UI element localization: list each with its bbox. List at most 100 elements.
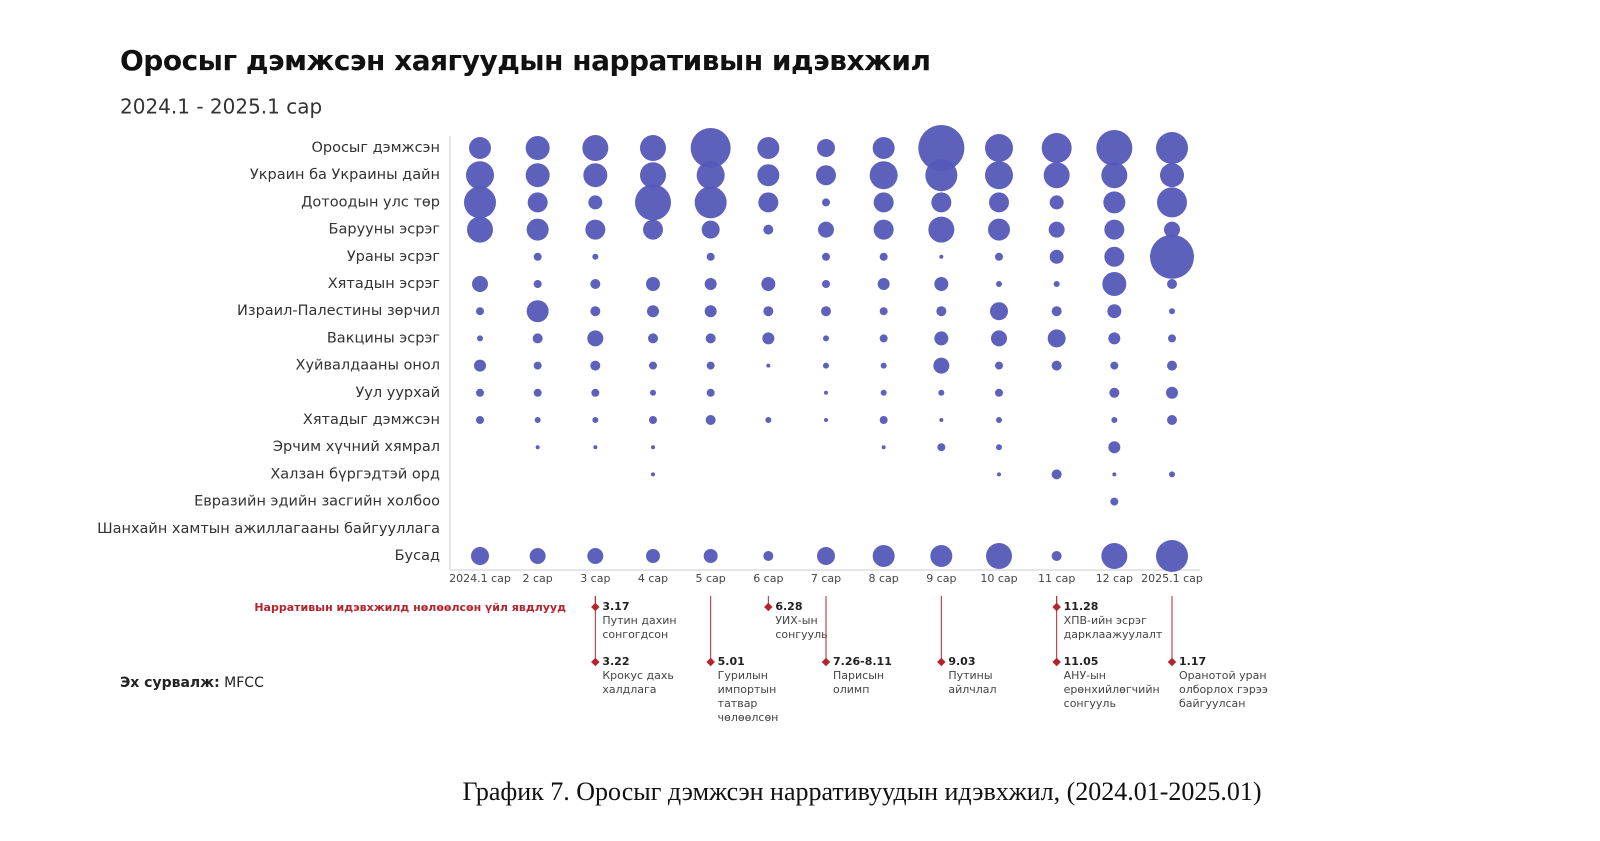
bubble	[1167, 360, 1177, 371]
bubble	[925, 159, 958, 192]
bubble	[585, 219, 606, 240]
event-text: ерөнхийлөгчийн	[1064, 683, 1160, 696]
bubble	[640, 135, 666, 161]
bubble	[526, 218, 549, 241]
bubble	[590, 306, 601, 317]
bubble	[469, 137, 491, 159]
row-label: Ураны эсрэг	[347, 249, 440, 265]
bubble	[1101, 162, 1128, 189]
bubble	[706, 388, 715, 397]
bubble	[873, 219, 894, 240]
bubble	[587, 548, 604, 564]
bubble	[651, 445, 655, 450]
bubble	[650, 389, 656, 396]
bubble	[823, 335, 829, 342]
event-text: Крокус дахь	[602, 669, 674, 682]
bubble	[873, 192, 894, 213]
bubble	[1164, 221, 1180, 238]
bubble	[590, 279, 601, 289]
bubble	[534, 417, 541, 423]
bubble	[1104, 246, 1125, 267]
bubble	[476, 307, 484, 316]
bubble	[936, 306, 947, 317]
events-heading: Нарративын идэвхжилд нөлөөлсөн үйл явдлу…	[254, 601, 566, 614]
bubble	[592, 417, 599, 423]
bubble	[877, 278, 890, 290]
event-marker	[937, 657, 946, 667]
x-tick-label: 2025.1 сар	[1141, 572, 1203, 585]
bubble	[705, 415, 716, 425]
bubble	[466, 161, 494, 190]
bubble	[1101, 543, 1128, 569]
bubble	[467, 216, 493, 243]
event-text: Оранотой уран	[1179, 669, 1267, 682]
bubble	[1156, 132, 1188, 164]
bubble	[1103, 191, 1126, 214]
bubble	[635, 184, 671, 221]
bubble	[525, 163, 550, 188]
row-label: Хятадын эсрэг	[328, 276, 440, 292]
row-label: Оросыг дэмжсэн	[311, 140, 440, 156]
bubble	[879, 307, 888, 316]
bubble	[757, 164, 780, 187]
bubble	[996, 417, 1002, 423]
bubble	[1041, 133, 1072, 163]
bubble	[696, 161, 725, 190]
bubble	[990, 302, 1008, 321]
bubble	[939, 418, 944, 422]
bubble	[1156, 540, 1188, 572]
event-date: 5.01	[718, 655, 745, 668]
x-tick-label: 9 сар	[926, 572, 956, 585]
bubble	[985, 161, 1013, 190]
event-marker	[764, 602, 773, 612]
bubble	[880, 362, 887, 369]
event-text: халдлага	[602, 683, 656, 696]
event-marker	[706, 657, 715, 667]
event-date: 11.05	[1064, 655, 1099, 668]
event-text: Путины	[948, 669, 992, 682]
bubble	[587, 330, 604, 347]
bubble	[996, 444, 1002, 451]
bubble	[1110, 497, 1119, 506]
bubble	[1111, 417, 1118, 423]
bubble	[1169, 471, 1175, 478]
event-text: сонгогдсон	[602, 628, 668, 641]
bubble	[1167, 279, 1177, 289]
bubble	[1166, 386, 1178, 399]
bubble	[1051, 360, 1062, 371]
bubble	[532, 333, 543, 344]
bubble	[1157, 187, 1187, 218]
event-text: АНУ-ын	[1064, 669, 1106, 682]
bubble	[1043, 162, 1070, 189]
bubble	[1150, 234, 1194, 279]
event-text: чөлөөлсөн	[718, 711, 779, 724]
event-text: Парисын	[833, 669, 884, 682]
row-label: Барууны эсрэг	[329, 222, 440, 238]
row-label: Хуйвалдааны онол	[296, 358, 440, 374]
bubble	[1096, 130, 1133, 166]
bubble	[879, 334, 888, 343]
bubble	[762, 332, 775, 345]
bubble	[997, 472, 1001, 477]
bubble	[763, 224, 774, 235]
bubble	[996, 281, 1002, 287]
bubble	[1110, 361, 1119, 370]
bubble	[881, 445, 886, 450]
row-label: Украин ба Украины дайн	[250, 167, 440, 183]
bubble	[1049, 195, 1064, 210]
bubble	[1048, 221, 1065, 238]
bubble	[817, 139, 835, 157]
bubble	[822, 252, 830, 261]
bubble	[477, 335, 483, 342]
event-text: Путин дахин	[602, 614, 676, 627]
bubble	[705, 333, 716, 344]
bubble	[1169, 308, 1175, 315]
bubble	[986, 543, 1012, 569]
bubble	[1109, 387, 1120, 398]
bubble	[588, 195, 603, 210]
bubble	[991, 330, 1007, 347]
bubble	[763, 306, 774, 317]
bubble	[918, 125, 965, 171]
bubble	[533, 252, 542, 261]
bubble	[879, 416, 888, 424]
